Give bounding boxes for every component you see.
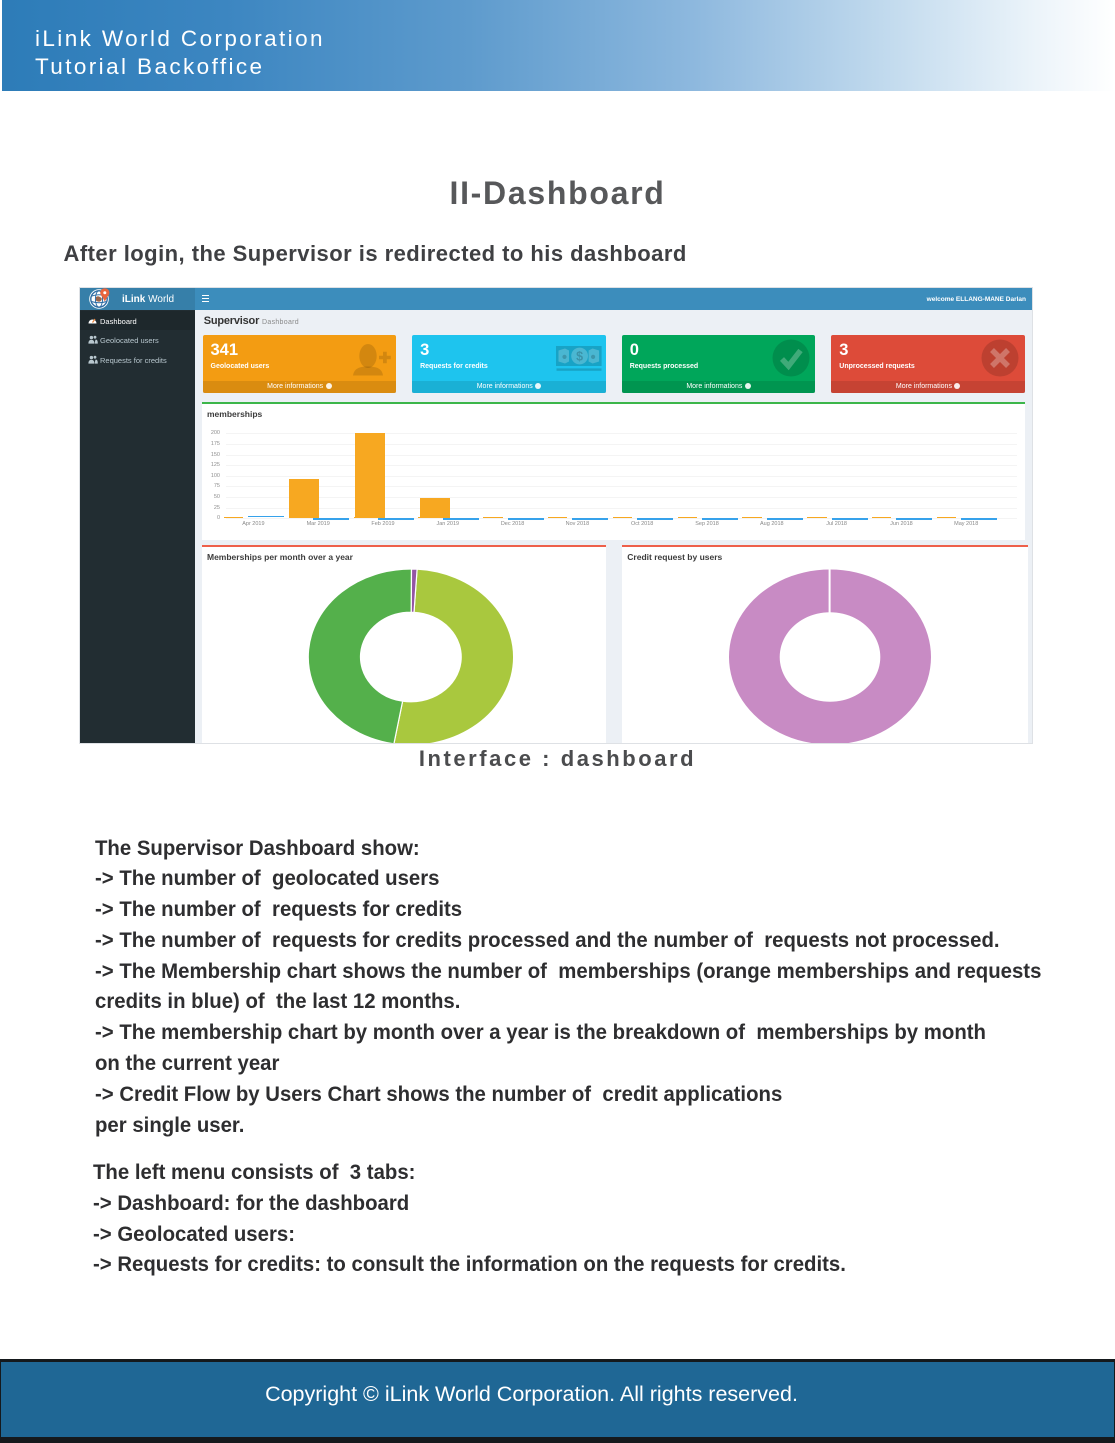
svg-text:$: $ [576, 349, 583, 363]
